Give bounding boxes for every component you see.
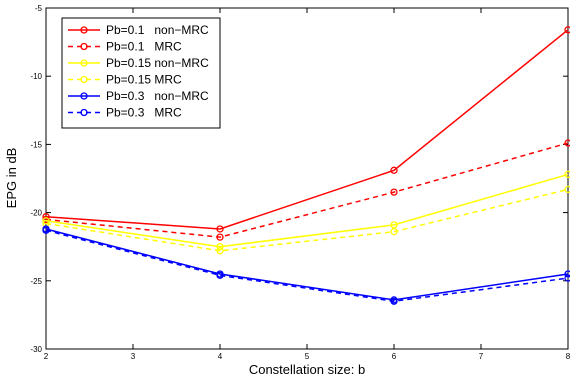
- data-point: [564, 185, 570, 194]
- data-point: [216, 247, 224, 255]
- data-point: [390, 228, 398, 236]
- data-point: [564, 170, 570, 179]
- series-line: [45, 229, 569, 303]
- data-point: [390, 297, 398, 305]
- data-point: [216, 243, 224, 251]
- legend-item: Pb=0.3 MRC: [68, 106, 182, 120]
- data-point: [42, 226, 50, 234]
- data-point: [216, 271, 224, 279]
- legend-label: Pb=0.15 non−MRC: [106, 56, 209, 70]
- data-point: [390, 188, 398, 196]
- legend-item: Pb=0.15 non−MRC: [68, 56, 209, 70]
- series-line: [45, 173, 569, 248]
- legend-item: Pb=0.3 non−MRC: [68, 89, 209, 103]
- legend-item: Pb=0.1 non−MRC: [68, 23, 209, 37]
- series-2: [42, 139, 570, 241]
- x-tick-label: 7: [479, 352, 484, 361]
- legend: Pb=0.1 non−MRC Pb=0.1 MRC Pb=0.15 non−MRC P…: [61, 17, 221, 129]
- x-tick-label: 6: [392, 352, 397, 361]
- x-tick-label: 4: [218, 352, 223, 361]
- y-tick-label: -15: [30, 140, 42, 149]
- legend-label: Pb=0.3 non−MRC: [106, 89, 209, 103]
- legend-marker: [80, 75, 88, 84]
- x-axis-ticks: 2 3 4 5 6 7 8: [44, 8, 570, 361]
- series-line: [45, 29, 569, 230]
- legend-marker: [80, 42, 88, 51]
- legend-marker: [80, 108, 88, 117]
- data-point: [216, 225, 224, 233]
- series-line: [45, 228, 569, 301]
- legend-marker: [80, 26, 88, 34]
- legend-label: Pb=0.3 MRC: [106, 106, 182, 120]
- data-point: [390, 221, 398, 229]
- legend-marker: [80, 59, 88, 67]
- x-tick-label: 2: [44, 352, 49, 361]
- y-tick-label: -5: [35, 4, 43, 13]
- series-line: [45, 142, 569, 238]
- series-3: [42, 170, 570, 251]
- series-6: [42, 226, 570, 305]
- y-tick-label: -30: [30, 345, 42, 354]
- y-tick-label: -10: [30, 72, 42, 81]
- series-1: [42, 26, 570, 233]
- x-axis-label: Constellation size: b: [249, 362, 365, 377]
- y-axis-ticks: -5 -10 -15 -20 -25 -30: [30, 4, 568, 354]
- y-tick-label: -25: [30, 277, 42, 286]
- legend-item: Pb=0.15 MRC: [68, 73, 182, 87]
- legend-label: Pb=0.1 non−MRC: [106, 23, 209, 37]
- data-point: [564, 270, 570, 278]
- legend-label: Pb=0.15 MRC: [106, 73, 182, 87]
- x-tick-label: 3: [131, 352, 136, 361]
- legend-box: [61, 17, 221, 129]
- x-tick-label: 5: [305, 352, 310, 361]
- data-point: [564, 139, 570, 147]
- series-layer: [42, 26, 570, 305]
- legend-item: Pb=0.1 MRC: [68, 40, 182, 54]
- y-axis-label: EPG in dB: [4, 148, 19, 209]
- legend-marker: [80, 92, 88, 100]
- series-line: [45, 188, 569, 252]
- y-tick-label: -20: [30, 209, 42, 218]
- x-tick-label: 8: [566, 352, 570, 361]
- data-point: [564, 26, 570, 34]
- legend-label: Pb=0.1 MRC: [106, 40, 182, 54]
- data-point: [390, 166, 398, 174]
- data-point: [216, 233, 224, 241]
- data-point: [564, 274, 570, 282]
